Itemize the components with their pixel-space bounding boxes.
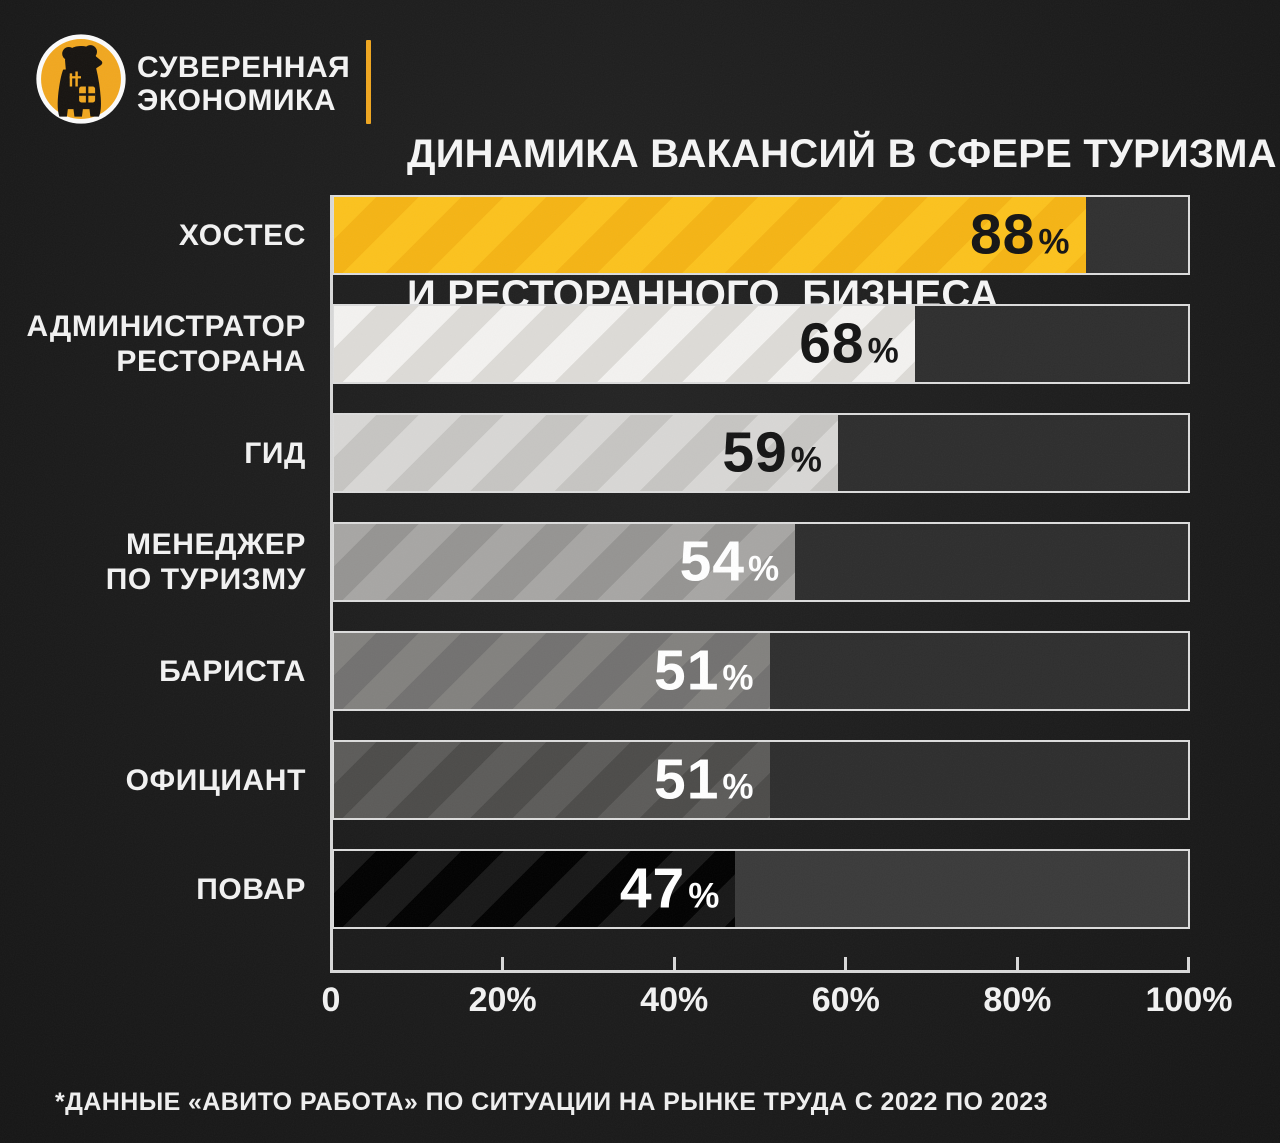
chart-row: БАРИСТА 51% (0, 631, 1190, 711)
category-label-line: ХОСТЕС (178, 218, 306, 252)
bear-icon (36, 34, 126, 124)
percent-sign: % (748, 549, 780, 589)
page-title-line1: ДИНАМИКА ВАКАНСИЙ В СФЕРЕ ТУРИЗМА (407, 132, 1277, 176)
bar-value-label: 68% (799, 311, 899, 376)
percent-sign: % (722, 767, 754, 807)
x-axis-tick-label: 100% (1145, 981, 1233, 1019)
brand-name-line1: СУВЕРЕННАЯ (137, 51, 351, 84)
bar-value-number: 51 (654, 747, 720, 812)
percent-sign: % (1038, 222, 1070, 262)
chart-row: ХОСТЕС 88% (0, 195, 1190, 275)
bar-track: 54% (332, 522, 1190, 602)
category-label-line: АДМИНИСТРАТОР (26, 310, 306, 343)
bar-value-number: 88 (969, 202, 1036, 267)
category-label-line: ОФИЦИАНТ (125, 763, 306, 797)
category-label-line: ГИД (244, 436, 306, 470)
x-axis-line (330, 970, 1190, 973)
source-footnote: *ДАННЫЕ «АВИТО РАБОТА» ПО СИТУАЦИИ НА РЫ… (55, 1088, 1048, 1116)
percent-sign: % (867, 331, 899, 371)
category-label: МЕНЕДЖЕР ПО ТУРИЗМУ (0, 522, 306, 602)
category-label-line: ПОВАР (196, 872, 306, 906)
bar-value-label: 59% (722, 420, 822, 485)
x-axis-tick-label: 0 (321, 981, 341, 1019)
chart-row: АДМИНИСТРАТОР РЕСТОРАНА 68% (0, 304, 1190, 384)
x-axis-tick-label: 60% (811, 981, 880, 1019)
brand-logo (34, 32, 128, 126)
category-label: ХОСТЕС (0, 195, 306, 275)
category-label: ОФИЦИАНТ (0, 740, 306, 820)
category-label-line: ПО ТУРИЗМУ (105, 563, 306, 596)
percent-sign: % (688, 876, 720, 916)
bar-track: 51% (332, 740, 1190, 820)
bar-fill: 51% (334, 633, 770, 709)
bar-value-number: 59 (722, 420, 788, 485)
bar-value-label: 47% (619, 856, 720, 921)
bar-fill: 59% (334, 415, 838, 491)
chart-row: ОФИЦИАНТ 51% (0, 740, 1190, 820)
bar-fill: 51% (334, 742, 770, 818)
bar-value-label: 51% (654, 747, 754, 812)
bar-track: 68% (332, 304, 1190, 384)
category-label: АДМИНИСТРАТОР РЕСТОРАНА (0, 304, 306, 384)
bar-value-number: 51 (654, 638, 720, 703)
x-axis-tick-label: 40% (640, 981, 709, 1019)
bar-fill: 47% (334, 851, 736, 927)
bar-track: 47% (332, 849, 1190, 929)
category-label: ГИД (0, 413, 306, 493)
bar-chart: ХОСТЕС 88% АДМИНИСТРАТОР РЕСТОРАНА 68% ГИД 59%… (0, 195, 1190, 958)
bar-fill: 68% (334, 306, 915, 382)
brand-name: СУВЕРЕННАЯ ЭКОНОМИКА (137, 51, 350, 117)
x-axis-tick-mark (672, 957, 676, 970)
bar-value-label: 51% (654, 638, 754, 703)
bar-fill: 88% (334, 197, 1086, 273)
bar-value-number: 68 (799, 311, 865, 376)
category-label-line: МЕНЕДЖЕР (126, 528, 306, 561)
bar-value-label: 88% (969, 202, 1070, 267)
category-label: ПОВАР (0, 849, 306, 929)
category-label: БАРИСТА (0, 631, 306, 711)
chart-row: МЕНЕДЖЕР ПО ТУРИЗМУ 54% (0, 522, 1190, 602)
x-axis-tick-mark (844, 957, 848, 970)
bar-track: 59% (332, 413, 1190, 493)
category-label-line: РЕСТОРАНА (116, 345, 306, 378)
y-axis-line (330, 195, 333, 973)
x-axis-tick-mark (1187, 957, 1190, 970)
chart-row: ПОВАР 47% (0, 849, 1190, 929)
percent-sign: % (790, 440, 822, 480)
brand-name-line2: ЭКОНОМИКА (137, 84, 337, 117)
category-label-line: БАРИСТА (159, 654, 306, 688)
bar-track: 88% (332, 195, 1190, 275)
bar-track: 51% (332, 631, 1190, 711)
x-axis-tick-mark (1015, 957, 1019, 970)
x-axis-tick-label: 20% (468, 981, 537, 1019)
percent-sign: % (722, 658, 754, 698)
bar-fill: 54% (334, 524, 796, 600)
header-divider (366, 40, 371, 124)
bar-value-label: 54% (679, 529, 780, 594)
x-axis-tick-label: 80% (983, 981, 1052, 1019)
bar-value-number: 54 (679, 529, 746, 594)
chart-row: ГИД 59% (0, 413, 1190, 493)
x-axis-tick-mark (501, 957, 505, 970)
bar-value-number: 47 (619, 856, 686, 921)
